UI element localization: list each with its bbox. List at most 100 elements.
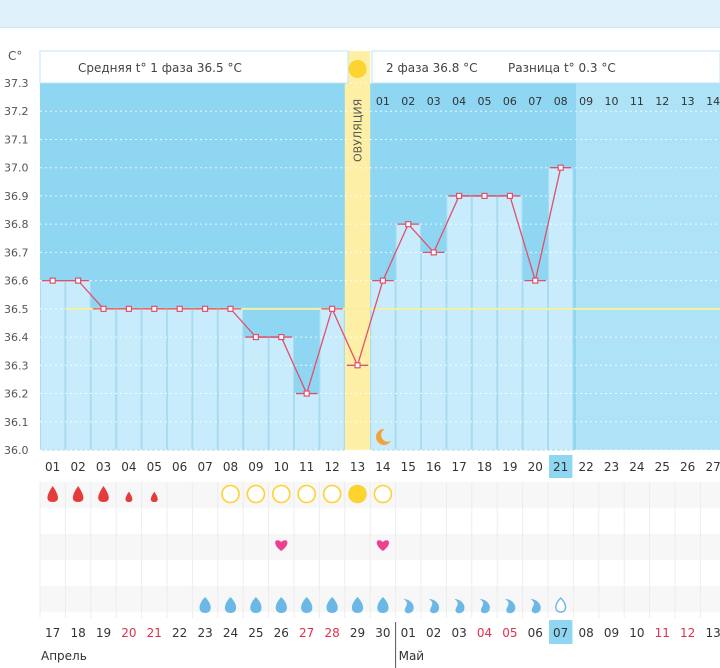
cycle-day-number: 13 xyxy=(350,460,365,474)
temperature-point xyxy=(252,333,259,341)
blood-drop-icon xyxy=(98,486,109,502)
y-tick-label: 37.2 xyxy=(4,105,29,118)
cycle-day-number: 21 xyxy=(553,460,568,474)
temperature-bar xyxy=(90,308,117,451)
top-day-number: 06 xyxy=(503,95,517,108)
month-label: Май xyxy=(399,649,425,663)
y-tick-label: 36.3 xyxy=(4,359,29,372)
cycle-day-number: 04 xyxy=(121,460,136,474)
calendar-day-number: 11 xyxy=(655,626,670,640)
sun-icon xyxy=(348,60,367,78)
temperature-point xyxy=(49,277,56,284)
y-tick-label: 36.1 xyxy=(4,416,29,429)
top-bar xyxy=(0,0,720,28)
ovulation-test-icon xyxy=(322,484,342,504)
calendar-day-number: 05 xyxy=(502,626,517,640)
cycle-day-number: 05 xyxy=(147,460,162,474)
phase2-average: 2 фаза 36.8 °C xyxy=(386,61,478,75)
temperature-point xyxy=(278,333,285,341)
mucus-curl-icon xyxy=(403,599,414,614)
cycle-day-number: 01 xyxy=(45,460,60,474)
y-tick-label: 36.0 xyxy=(4,444,29,457)
moon-icon xyxy=(376,428,391,445)
mucus-curl-icon xyxy=(479,599,490,614)
cycle-day-number: 24 xyxy=(629,460,644,474)
y-tick-label: 37.3 xyxy=(4,77,29,90)
mucus-row xyxy=(199,596,567,614)
cycle-day-number: 16 xyxy=(426,460,441,474)
mucus-drop-icon xyxy=(351,597,364,613)
calendar-day-number: 24 xyxy=(223,626,238,640)
top-day-number: 01 xyxy=(376,95,390,108)
calendar-day-number: 21 xyxy=(147,626,162,640)
cycle-day-number: 18 xyxy=(477,460,492,474)
cycle-day-number: 25 xyxy=(655,460,670,474)
top-day-number: 12 xyxy=(655,95,669,108)
temperature-bar xyxy=(497,195,523,451)
cycle-day-number: 02 xyxy=(70,460,85,474)
ovulation-test-icon xyxy=(271,484,291,504)
phase1-average: Средняя t° 1 фаза 36.5 °C xyxy=(78,61,242,75)
calendar-day-number: 03 xyxy=(451,626,466,640)
months-row: Апрель Май xyxy=(41,622,424,668)
calendar-day-number: 30 xyxy=(375,626,390,640)
calendar-day-number: 13 xyxy=(705,626,720,640)
cycle-day-number: 11 xyxy=(299,460,314,474)
mucus-drop-icon xyxy=(377,597,389,613)
blood-drop-icon xyxy=(72,486,84,502)
temperature-point xyxy=(379,277,386,284)
y-tick-label: 36.8 xyxy=(4,218,29,231)
cycle-day-number: 15 xyxy=(401,460,416,474)
cycle-day-number: 07 xyxy=(197,460,212,474)
menstruation-row xyxy=(47,486,158,502)
temperature-bar xyxy=(217,308,244,451)
y-axis: C° 37.3 37.2 37.1 37.0 36.9 36.8 36.7 36.6 36.5 3… xyxy=(4,49,29,457)
cycle-day-number: 20 xyxy=(528,460,543,474)
symptom-row-bg xyxy=(40,508,720,534)
blood-drop-icon xyxy=(47,486,58,502)
y-tick-label: 36.9 xyxy=(4,190,29,203)
mucus-curl-icon xyxy=(428,599,440,614)
temperature-point xyxy=(405,221,412,228)
temperature-point xyxy=(202,305,209,312)
temperature-point xyxy=(100,305,107,312)
phase2-info-box xyxy=(371,50,720,84)
calendar-day-number: 27 xyxy=(299,626,314,640)
temperature-bar xyxy=(141,308,168,451)
calendar-day-number: 04 xyxy=(477,626,492,640)
calendar-day-number: 12 xyxy=(680,626,695,640)
mucus-drop-icon xyxy=(224,597,237,613)
calendar-day-number: 19 xyxy=(96,626,111,640)
calendar-day-number: 17 xyxy=(45,626,60,640)
y-tick-label: 36.4 xyxy=(4,331,29,344)
cycle-day-number: 10 xyxy=(274,460,289,474)
temperature-bar xyxy=(192,308,218,451)
temperature-point xyxy=(329,305,336,312)
temperature-point xyxy=(303,390,310,397)
y-tick-label: 36.5 xyxy=(4,303,29,316)
bbt-chart: Средняя t° 1 фаза 36.5 °C 2 фаза 36.8 °C… xyxy=(4,49,720,668)
cycle-day-number: 23 xyxy=(604,460,619,474)
top-day-number: 14 xyxy=(706,95,720,108)
cycle-day-number: 19 xyxy=(502,460,517,474)
moon-shape xyxy=(376,428,391,445)
y-tick-label: 37.0 xyxy=(4,162,29,175)
temperature-point xyxy=(430,249,437,256)
cycle-day-number: 09 xyxy=(248,460,263,474)
y-tick-label: 36.2 xyxy=(4,388,29,401)
calendar-day-number: 02 xyxy=(426,626,441,640)
y-axis-unit: C° xyxy=(8,49,22,63)
cycle-day-number: 06 xyxy=(172,460,187,474)
temperature-point xyxy=(557,164,564,171)
ovulation-test-icon xyxy=(297,484,317,504)
cycle-day-header: 01 02 03 04 05 06 07 08 09 10 11 12 13 14 xyxy=(376,95,720,108)
mucus-drop-icon xyxy=(199,597,211,613)
symptom-row-bg xyxy=(40,560,720,586)
temperature-points xyxy=(42,164,572,397)
cycle-day-number: 03 xyxy=(96,460,111,474)
top-day-number: 02 xyxy=(401,95,415,108)
calendar-day-number: 10 xyxy=(629,626,644,640)
temperature-point xyxy=(532,277,539,284)
ovulation-test-row xyxy=(221,484,393,504)
calendar-row: 17 18 19 20 21 22 23 24 25 26 27 28 29 30 01 02 03 04 05 06… xyxy=(45,620,720,644)
